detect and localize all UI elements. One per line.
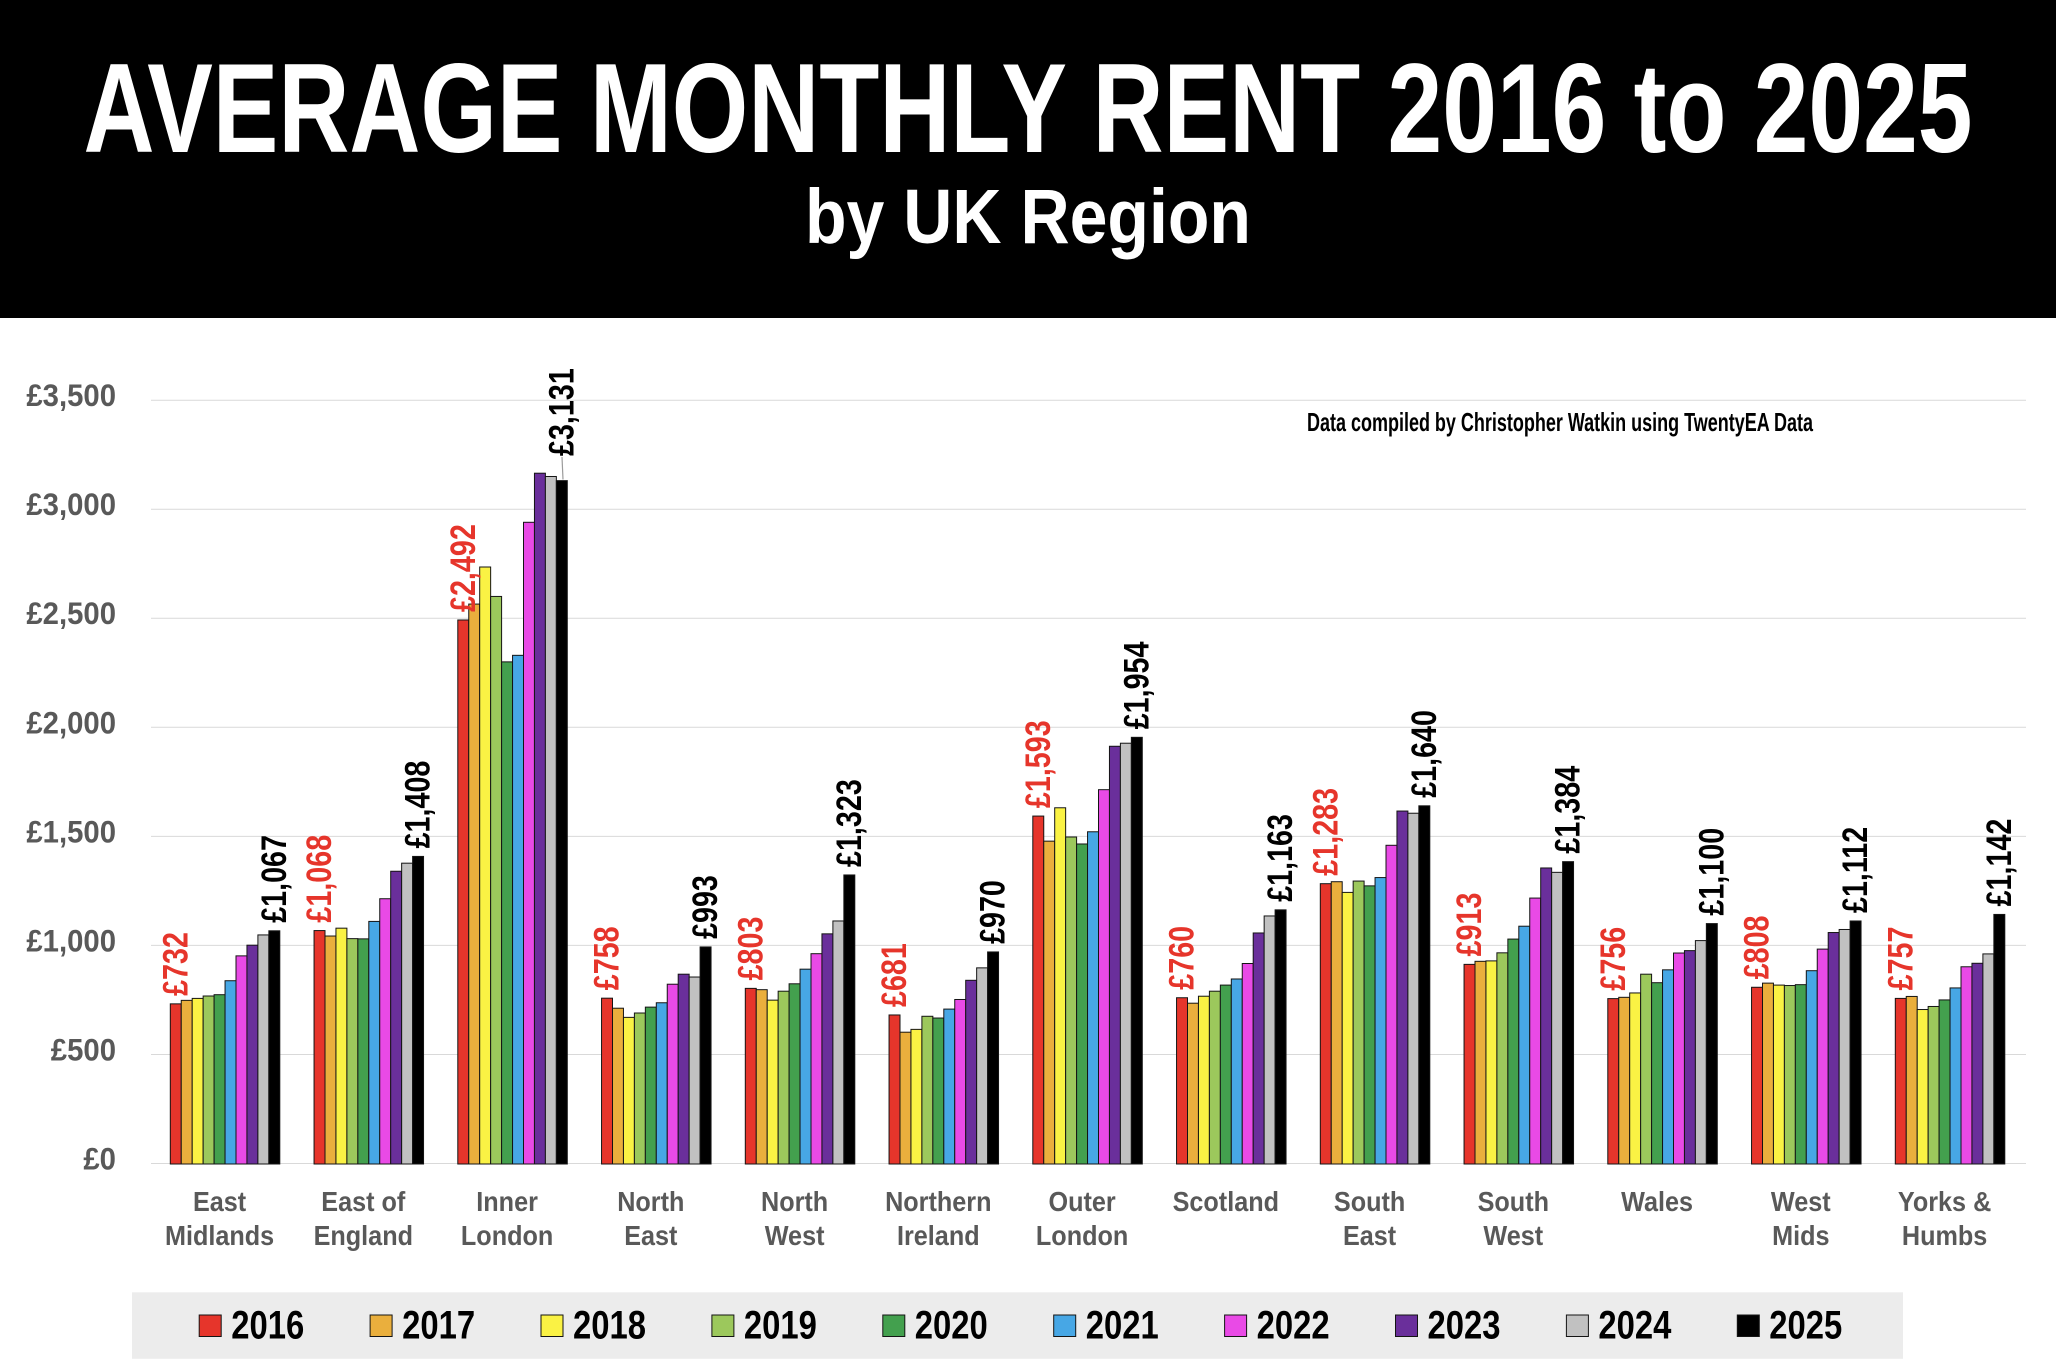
svg-text:£1,408: £1,408	[399, 761, 438, 849]
svg-text:£3,500: £3,500	[26, 377, 116, 413]
svg-text:£758: £758	[588, 926, 627, 990]
svg-text:2021: 2021	[1086, 1304, 1159, 1348]
svg-text:£3,131: £3,131	[542, 368, 581, 456]
svg-text:West: West	[1771, 1186, 1831, 1217]
svg-text:2019: 2019	[744, 1304, 817, 1348]
svg-text:£1,163: £1,163	[1261, 814, 1300, 902]
svg-text:North: North	[617, 1186, 684, 1217]
svg-text:£0: £0	[83, 1141, 116, 1177]
svg-text:£1,000: £1,000	[26, 922, 116, 958]
svg-text:£500: £500	[51, 1032, 116, 1068]
svg-text:Scotland: Scotland	[1173, 1186, 1279, 1217]
svg-text:£1,323: £1,323	[830, 779, 869, 867]
svg-text:West: West	[1483, 1220, 1543, 1251]
svg-text:£1,593: £1,593	[1019, 720, 1058, 808]
svg-text:Mids: Mids	[1772, 1220, 1829, 1251]
svg-text:£757: £757	[1881, 927, 1920, 991]
svg-text:Wales: Wales	[1621, 1186, 1693, 1217]
svg-text:2017: 2017	[402, 1304, 475, 1348]
svg-text:£732: £732	[156, 932, 195, 996]
svg-text:2018: 2018	[573, 1304, 646, 1348]
svg-text:Outer: Outer	[1049, 1186, 1116, 1217]
svg-text:Ireland: Ireland	[897, 1220, 980, 1251]
svg-text:£1,954: £1,954	[1117, 641, 1156, 729]
svg-text:North: North	[761, 1186, 828, 1217]
svg-text:2025: 2025	[1769, 1304, 1842, 1348]
svg-text:East: East	[624, 1220, 677, 1251]
svg-text:£1,100: £1,100	[1692, 828, 1731, 916]
svg-text:£808: £808	[1738, 915, 1777, 979]
svg-text:Midlands: Midlands	[165, 1220, 274, 1251]
svg-text:Data compiled by Christopher W: Data compiled by Christopher Watkin usin…	[1307, 407, 1813, 437]
svg-text:£1,112: £1,112	[1836, 827, 1875, 913]
svg-text:£1,283: £1,283	[1306, 788, 1345, 876]
svg-text:East: East	[193, 1186, 246, 1217]
svg-text:AVERAGE MONTHLY RENT 2016 to 2: AVERAGE MONTHLY RENT 2016 to 2025	[84, 37, 1973, 179]
svg-text:2023: 2023	[1428, 1304, 1501, 1348]
svg-text:£1,067: £1,067	[255, 835, 294, 923]
svg-text:2024: 2024	[1598, 1304, 1672, 1348]
svg-text:West: West	[765, 1220, 825, 1251]
svg-text:£913: £913	[1450, 893, 1489, 957]
svg-text:by UK Region: by UK Region	[805, 174, 1251, 260]
svg-text:£3,000: £3,000	[26, 486, 116, 522]
svg-text:England: England	[314, 1220, 413, 1251]
svg-text:2020: 2020	[915, 1304, 988, 1348]
svg-text:£2,000: £2,000	[26, 704, 116, 740]
svg-text:Humbs: Humbs	[1902, 1220, 1987, 1251]
svg-text:London: London	[461, 1220, 553, 1251]
svg-text:£803: £803	[731, 917, 770, 981]
svg-text:London: London	[1036, 1220, 1128, 1251]
svg-text:£1,142: £1,142	[1980, 819, 2019, 907]
svg-text:East of: East of	[321, 1186, 406, 1217]
svg-text:East: East	[1343, 1220, 1396, 1251]
svg-text:£756: £756	[1594, 927, 1633, 991]
svg-text:Inner: Inner	[476, 1186, 538, 1217]
svg-text:Yorks &: Yorks &	[1898, 1186, 1991, 1217]
svg-text:£2,492: £2,492	[444, 524, 483, 612]
svg-text:2016: 2016	[231, 1304, 304, 1348]
svg-text:£681: £681	[875, 943, 914, 1007]
svg-text:£1,640: £1,640	[1405, 710, 1444, 798]
svg-text:South: South	[1334, 1186, 1405, 1217]
svg-text:£1,500: £1,500	[26, 813, 116, 849]
svg-text:£2,500: £2,500	[26, 595, 116, 631]
svg-text:£993: £993	[686, 875, 725, 939]
svg-text:£760: £760	[1163, 926, 1202, 990]
svg-text:Northern: Northern	[885, 1186, 991, 1217]
svg-text:£1,384: £1,384	[1549, 765, 1588, 853]
svg-text:£970: £970	[974, 880, 1013, 944]
svg-text:£1,068: £1,068	[300, 835, 339, 923]
svg-text:2022: 2022	[1257, 1304, 1330, 1348]
svg-text:South: South	[1478, 1186, 1549, 1217]
